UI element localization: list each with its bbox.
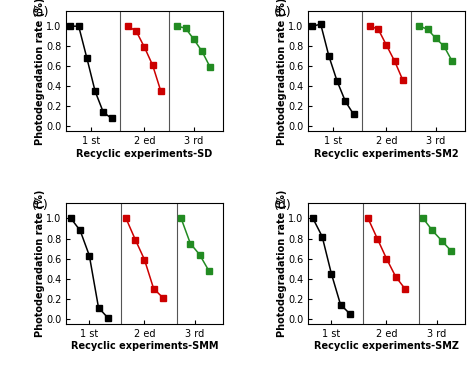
Text: (c): (c) — [32, 199, 49, 212]
X-axis label: Recyclic experiments-SMM: Recyclic experiments-SMM — [71, 341, 218, 351]
Y-axis label: Photodegradation rate (%): Photodegradation rate (%) — [277, 0, 287, 145]
Y-axis label: Photodegradation rate (%): Photodegradation rate (%) — [35, 0, 45, 145]
Y-axis label: Photodegradation rate (%): Photodegradation rate (%) — [277, 190, 287, 337]
Text: (a): (a) — [32, 6, 49, 19]
X-axis label: Recyclic experiments-SD: Recyclic experiments-SD — [76, 149, 212, 159]
X-axis label: Recyclic experiments-SMZ: Recyclic experiments-SMZ — [314, 341, 459, 351]
Y-axis label: Photodegradation rate (%): Photodegradation rate (%) — [35, 190, 45, 337]
Text: (b): (b) — [274, 6, 292, 19]
X-axis label: Recyclic experiments-SM2: Recyclic experiments-SM2 — [314, 149, 459, 159]
Text: (d): (d) — [274, 199, 292, 212]
